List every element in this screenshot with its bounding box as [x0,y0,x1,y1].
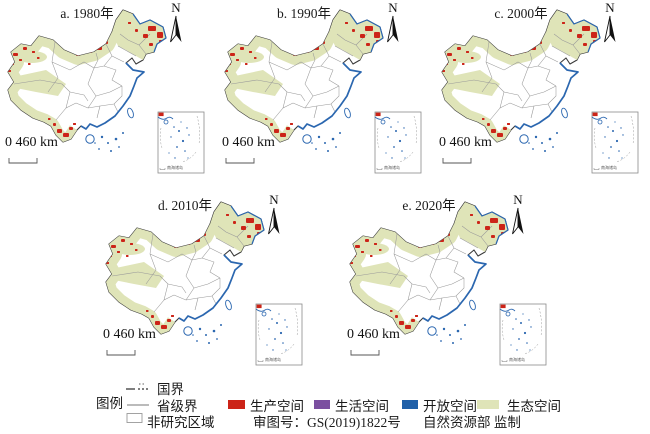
non-study-area-symbol [126,413,143,423]
panel-title: c. 2000年 [494,6,548,21]
scale-bar-label: 0 460 km [5,135,58,150]
legend-label-national-boundary: 国界 [157,382,184,397]
province-boundary-symbol [127,404,149,406]
map-panel-d: d. 2010年 N 0 460 km 南海诸岛 [98,192,314,382]
china-map [434,0,650,190]
north-arrow-label: N [605,0,615,15]
map-panel-e: e. 2020年 N 0 460 km 南海诸岛 [342,192,558,382]
panel-title: a. 1980年 [60,6,114,21]
scale-bar-label: 0 460 km [222,135,275,150]
north-arrow-label: N [513,192,523,207]
national-boundary-symbol [126,383,148,390]
scale-bar-label: 0 460 km [439,135,492,150]
map-panel-b: b. 1990年 N 0 460 km 南海诸岛 [217,0,433,190]
map-panel-c: c. 2000年 N 0 460 km 南海诸岛 [434,0,650,190]
china-map [98,192,314,382]
map-approval-number: 审图号：GS(2019)1822号 [253,415,401,430]
north-arrow-label: N [269,192,279,207]
scale-bar-label: 0 460 km [103,327,156,342]
scale-bar-label: 0 460 km [347,327,400,342]
legend-label-production-space: 生产空间 [250,399,304,414]
inset-caption: 南海诸岛 [509,357,525,362]
swatch-open-space [402,400,418,409]
china-map [342,192,558,382]
inset-caption: 南海诸岛 [265,357,281,362]
map-producer: 自然资源部 监制 [423,415,521,430]
legend-label-ecological-space: 生态空间 [507,399,561,414]
legend-label-province-boundary: 省级界 [157,399,198,414]
swatch-living-space [314,400,330,409]
legend-label-living-space: 生活空间 [335,399,389,414]
panel-title: e. 2020年 [402,198,456,213]
swatch-production-space [228,400,245,409]
legend-label-open-space: 开放空间 [423,399,477,414]
legend-title: 图例 [96,396,123,411]
legend-label-non-study-area: 非研究区域 [147,415,215,430]
china-map [217,0,433,190]
inset-caption: 南海诸岛 [167,165,183,170]
north-arrow-label: N [171,0,181,15]
china-map [0,0,216,190]
inset-caption: 南海诸岛 [384,165,400,170]
panel-title: b. 1990年 [277,6,331,21]
map-panel-a: a. 1980年 N 0 460 km 南海诸岛 [0,0,216,190]
swatch-ecological-space [477,400,499,409]
north-arrow-label: N [388,0,398,15]
panel-title: d. 2010年 [158,198,212,213]
inset-caption: 南海诸岛 [601,165,617,170]
